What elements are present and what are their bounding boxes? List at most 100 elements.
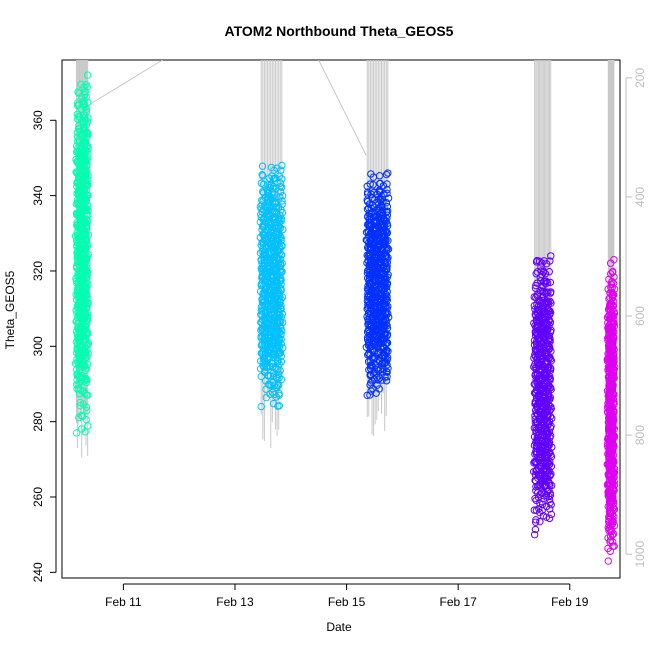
data-point-max — [610, 255, 618, 264]
data-point — [384, 245, 393, 253]
data-point — [610, 310, 619, 318]
data-point — [74, 88, 82, 96]
trace-connector — [84, 60, 163, 109]
data-point — [383, 373, 391, 381]
data-point — [82, 403, 91, 411]
data-point — [548, 414, 556, 423]
data-point — [609, 538, 617, 546]
data-point — [609, 456, 618, 465]
data-point — [532, 516, 540, 524]
data-point — [383, 279, 392, 287]
data-point — [383, 207, 392, 215]
data-point — [542, 277, 550, 286]
data-point — [383, 258, 391, 267]
data-point — [83, 270, 91, 279]
data-point — [84, 171, 92, 180]
data-point — [368, 377, 376, 385]
data-point — [610, 398, 618, 407]
right-tick-label: 600 — [633, 306, 647, 326]
data-point — [270, 390, 278, 399]
data-point — [82, 279, 91, 287]
data-point — [82, 222, 90, 230]
data-point — [547, 347, 555, 355]
data-point — [546, 376, 554, 384]
data-point — [547, 501, 555, 509]
data-point — [82, 204, 90, 213]
data-point — [75, 113, 84, 121]
data-point — [82, 133, 91, 142]
data-point — [82, 172, 90, 180]
data-point — [277, 375, 286, 384]
data-point — [543, 279, 552, 287]
x-axis: Feb 11 Feb 13 Feb 15 Feb 17 Feb 19 — [105, 583, 589, 609]
data-point — [82, 105, 91, 114]
x-tick-label: Feb 19 — [551, 595, 589, 609]
chart-title: ATOM2 Northbound Theta_GEOS5 — [225, 23, 454, 39]
data-point-max — [83, 71, 92, 79]
data-point — [277, 217, 285, 225]
data-point — [610, 469, 619, 477]
data-point — [83, 181, 92, 190]
data-point — [383, 180, 391, 188]
data-point — [544, 410, 552, 418]
data-point — [610, 473, 618, 481]
right-tick-label: 200 — [633, 68, 647, 88]
data-point — [277, 234, 285, 242]
data-point — [609, 337, 617, 345]
data-point — [266, 390, 274, 398]
data-point — [541, 490, 549, 498]
data-point — [84, 145, 92, 153]
data-point — [545, 479, 554, 488]
right-tick-label: 1000 — [633, 541, 647, 568]
data-point — [545, 439, 554, 447]
data-point — [546, 278, 555, 287]
data-point — [275, 318, 284, 326]
y-axis: 240 260 280 300 320 340 360 — [31, 110, 57, 582]
data-point — [546, 366, 555, 375]
data-point — [273, 358, 282, 366]
data-point-max — [384, 169, 392, 177]
data-point — [271, 194, 279, 202]
data-point — [373, 381, 381, 390]
data-point — [277, 331, 285, 339]
data-point — [608, 527, 616, 536]
data-point — [611, 363, 619, 371]
data-point — [609, 517, 617, 526]
x-tick-label: Feb 13 — [216, 595, 254, 609]
data-point — [278, 175, 286, 183]
data-point — [277, 183, 286, 191]
data-point — [83, 118, 92, 126]
data-point — [608, 531, 617, 539]
data-point — [276, 182, 284, 191]
data-point — [382, 295, 391, 303]
data-point — [546, 424, 555, 432]
y-tick-label: 240 — [31, 562, 45, 582]
data-point — [375, 385, 383, 393]
data-point — [84, 129, 92, 138]
data-point — [382, 317, 391, 325]
data-point — [545, 345, 553, 354]
data-point — [83, 340, 92, 349]
x-tick-label: Feb 15 — [328, 595, 366, 609]
x-tick-label: Feb 11 — [105, 595, 142, 609]
data-point — [277, 352, 285, 360]
data-point — [383, 189, 391, 197]
right-axis: 200 400 600 800 1000 — [625, 68, 647, 568]
data-point — [278, 293, 287, 301]
data-point — [609, 460, 617, 468]
data-point — [383, 288, 391, 296]
data-point — [546, 395, 554, 403]
data-point — [82, 93, 90, 101]
data-point — [383, 368, 391, 376]
y-tick-label: 360 — [31, 110, 45, 130]
data-point — [608, 278, 616, 286]
data-point — [609, 504, 618, 512]
data-point — [542, 449, 551, 457]
data-point — [278, 192, 287, 200]
data-point — [83, 83, 91, 91]
data-point — [277, 340, 285, 348]
data-point — [610, 513, 618, 521]
data-point — [84, 280, 92, 288]
data-point — [83, 221, 91, 229]
data-point — [382, 283, 391, 291]
